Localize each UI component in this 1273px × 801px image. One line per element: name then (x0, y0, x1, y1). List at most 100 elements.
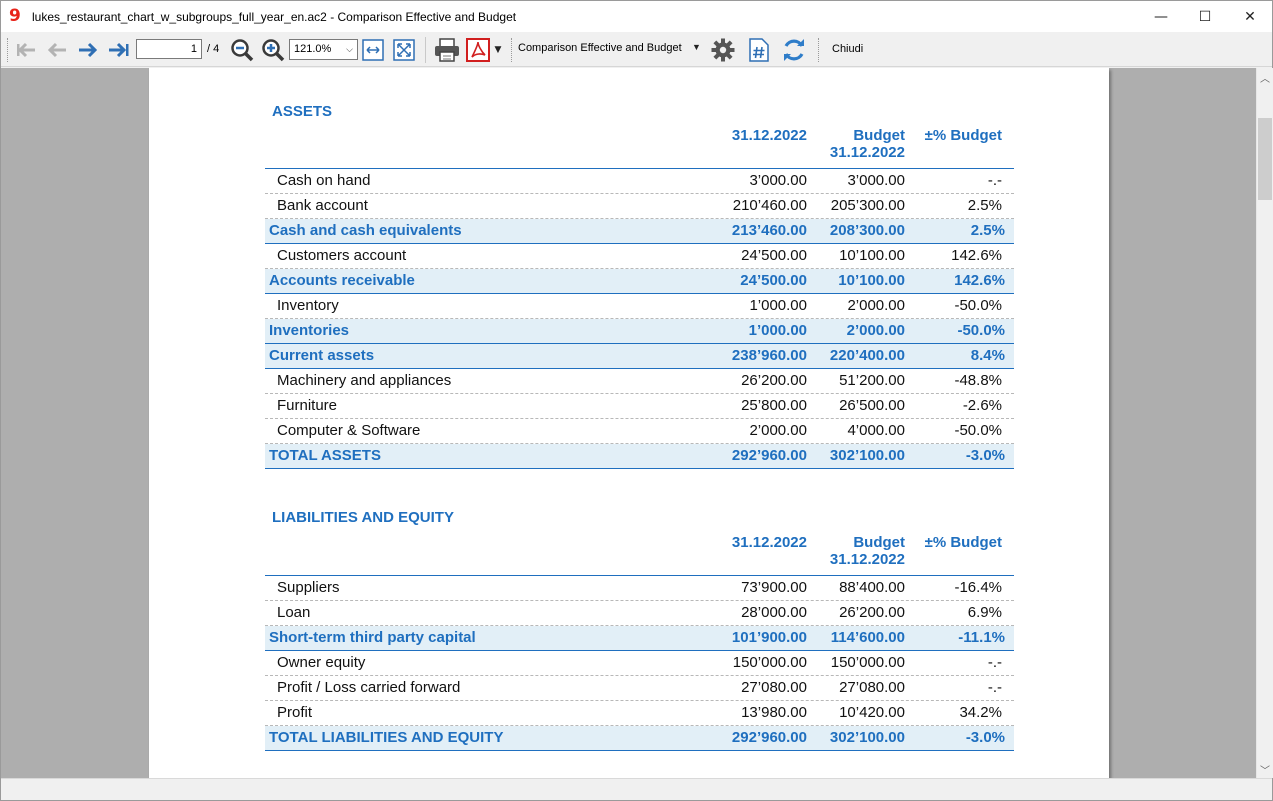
value-diff: -50.0% (954, 297, 1002, 314)
row-label: Cash and cash equivalents (269, 222, 462, 239)
minimize-button[interactable]: — (1154, 8, 1168, 25)
row-label: Profit / Loss carried forward (277, 679, 461, 696)
close-report-button[interactable]: Chiudi (832, 43, 864, 55)
page-number-button[interactable] (746, 32, 772, 67)
value-diff: -3.0% (965, 729, 1005, 746)
subtotal-row: TOTAL ASSETS 292’960.00 302’100.00 -3.0% (265, 444, 1014, 469)
value-effective: 1’000.00 (749, 297, 807, 314)
toolbar-grip[interactable] (818, 38, 821, 62)
row-label: Loan (277, 604, 311, 621)
settings-button[interactable] (708, 32, 738, 67)
value-effective: 210’460.00 (732, 197, 807, 214)
pdf-options-dropdown[interactable]: ▼ (492, 32, 504, 67)
vertical-scrollbar[interactable]: ︿ ﹀ (1256, 68, 1273, 778)
next-page-button[interactable] (74, 32, 102, 67)
row-label: Furniture (277, 397, 338, 414)
column-header-diff: ±% Budget (924, 534, 1002, 551)
row-label: Short-term third party capital (269, 629, 476, 646)
table-row: Inventory 1’000.00 2’000.00 -50.0% (265, 294, 1014, 319)
value-effective: 24’500.00 (741, 247, 807, 264)
scrollbar-thumb[interactable] (1258, 118, 1272, 200)
subtotal-row: TOTAL LIABILITIES AND EQUITY 292’960.00 30… (265, 726, 1014, 751)
value-budget: 114’600.00 (830, 629, 905, 646)
export-pdf-button[interactable] (464, 32, 492, 67)
report-selector[interactable]: Comparison Effective and Budget ▼ (518, 42, 701, 58)
table-row: Loan 28’000.00 26’200.00 6.9% (265, 601, 1014, 626)
value-budget: 208’300.00 (829, 222, 905, 239)
print-button[interactable] (432, 32, 462, 67)
print-icon (435, 37, 459, 62)
value-diff: -.- (987, 679, 1002, 696)
value-budget: 27’080.00 (839, 679, 905, 696)
scroll-down-icon[interactable]: ﹀ (1260, 766, 1270, 777)
value-diff: 8.4% (970, 347, 1005, 364)
table-row: Computer & Software 2’000.00 4’000.00 -50.0… (265, 419, 1014, 444)
value-effective: 2’000.00 (749, 422, 807, 439)
value-diff: -50.0% (957, 322, 1005, 339)
app-logo-icon: 9 (9, 5, 21, 26)
subtotal-row: Cash and cash equivalents 213’460.00 208’3… (265, 219, 1014, 244)
fit-page-button[interactable] (391, 32, 417, 67)
table-row: Profit 13’980.00 10’420.00 34.2% (265, 701, 1014, 726)
toolbar-grip[interactable] (7, 38, 10, 62)
row-label: TOTAL ASSETS (269, 447, 381, 464)
caret-down-icon: ▼ (494, 44, 502, 55)
first-page-button[interactable] (13, 32, 41, 67)
document-viewport[interactable]: ASSETS 31.12.2022 Budget 31.12.2022 ±% Bu… (1, 68, 1256, 778)
value-diff: -48.8% (954, 372, 1002, 389)
report-name: Comparison Effective and Budget (518, 42, 682, 54)
next-page-icon (79, 42, 98, 57)
value-budget: 51’200.00 (839, 372, 905, 389)
row-label: Computer & Software (277, 422, 421, 439)
fit-width-button[interactable] (360, 32, 386, 67)
value-effective: 101’900.00 (731, 629, 807, 646)
assets-title: ASSETS (272, 103, 333, 120)
value-budget: 302’100.00 (829, 729, 905, 746)
row-label: Cash on hand (277, 172, 371, 189)
value-budget: 205’300.00 (830, 197, 905, 214)
column-header-budget: Budget 31.12.2022 (830, 127, 905, 161)
pdf-icon (466, 37, 490, 62)
value-budget: 10’100.00 (838, 272, 905, 289)
refresh-icon (784, 38, 804, 61)
table-row: Customers account 24’500.00 10’100.00 142.6… (265, 244, 1014, 269)
prev-page-button[interactable] (43, 32, 71, 67)
liabilities-table: 31.12.2022 Budget 31.12.2022 ±% Budget Su… (265, 534, 1014, 751)
column-header-budget-line1: Budget (853, 127, 905, 144)
close-window-button[interactable]: ✕ (1244, 8, 1256, 25)
row-label: Bank account (277, 197, 368, 214)
row-label: Machinery and appliances (277, 372, 452, 389)
liabilities-title: LIABILITIES AND EQUITY (272, 509, 454, 526)
maximize-button[interactable]: ☐ (1198, 8, 1212, 25)
refresh-button[interactable] (779, 32, 809, 67)
value-diff: -50.0% (954, 422, 1002, 439)
subtotal-row: Current assets 238’960.00 220’400.00 8.4% (265, 344, 1014, 369)
zoom-out-button[interactable] (228, 32, 256, 67)
fit-width-icon (362, 38, 384, 61)
value-diff: -3.0% (965, 447, 1005, 464)
page-number-input[interactable]: 1 (136, 39, 202, 59)
value-diff: 34.2% (959, 704, 1002, 721)
zoom-select[interactable]: 121.0% ⌵ (289, 39, 358, 60)
value-effective: 213’460.00 (731, 222, 807, 239)
value-effective: 292’960.00 (731, 729, 807, 746)
subtotal-row: Short-term third party capital 101’900.00… (265, 626, 1014, 651)
value-effective: 150’000.00 (732, 654, 807, 671)
scroll-up-icon[interactable]: ︿ (1260, 74, 1270, 85)
row-label: Current assets (269, 347, 375, 364)
row-label: Owner equity (277, 654, 366, 671)
value-budget: 10’420.00 (839, 704, 905, 721)
table-row: Bank account 210’460.00 205’300.00 2.5% (265, 194, 1014, 219)
last-page-button[interactable] (105, 32, 133, 67)
value-effective: 1’000.00 (748, 322, 807, 339)
toolbar-grip[interactable] (511, 38, 514, 62)
zoom-in-button[interactable] (259, 32, 287, 67)
value-budget: 10’100.00 (839, 247, 905, 264)
table-row: Cash on hand 3’000.00 3’000.00 -.- (265, 169, 1014, 194)
value-effective: 27’080.00 (741, 679, 807, 696)
chevron-down-icon: ⌵ (346, 44, 353, 54)
caret-down-icon: ▼ (692, 42, 701, 52)
column-header-budget: Budget 31.12.2022 (830, 534, 905, 568)
value-budget: 26’200.00 (839, 604, 905, 621)
